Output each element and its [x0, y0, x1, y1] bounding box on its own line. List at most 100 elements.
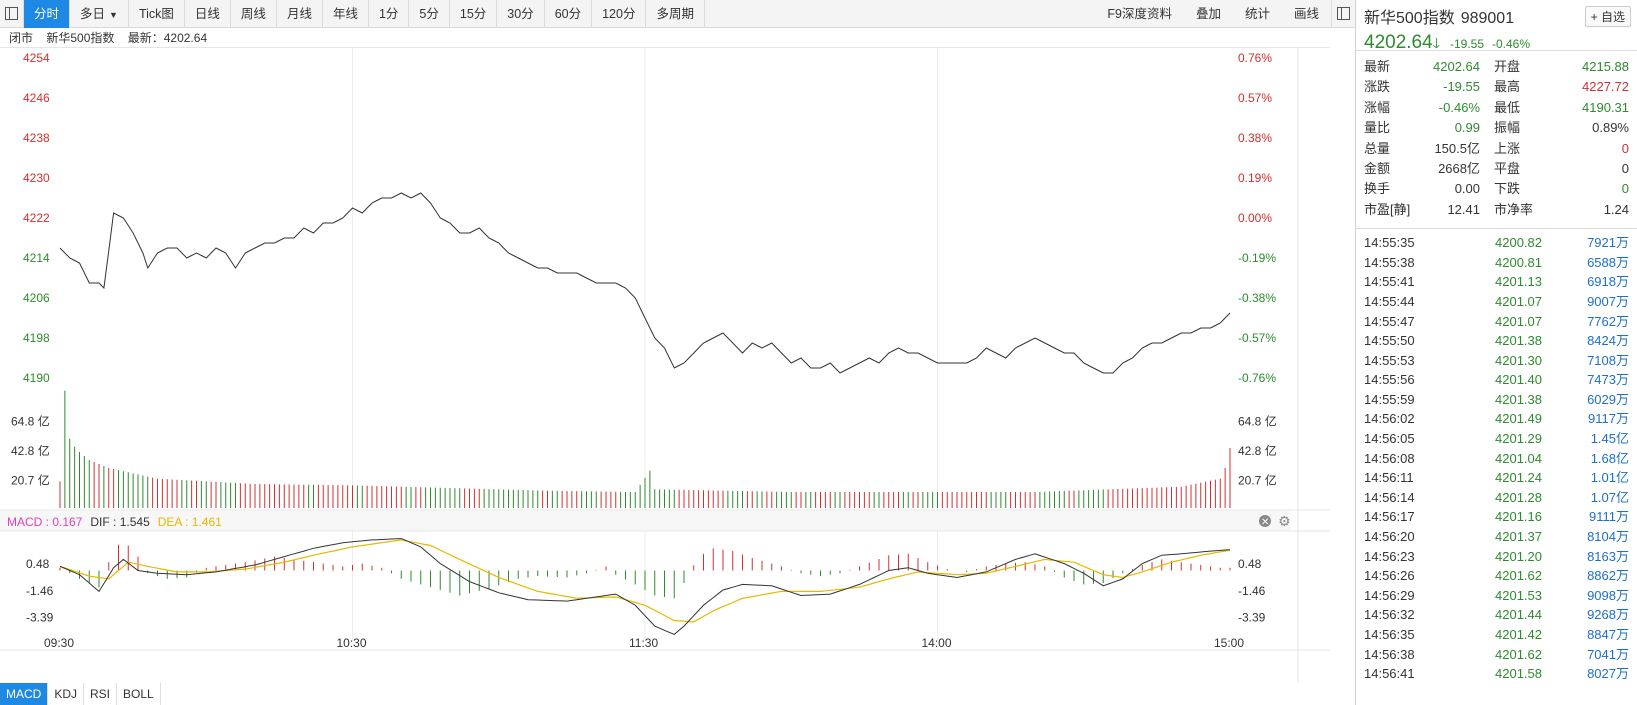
tick-time: 14:56:11	[1364, 470, 1414, 486]
price-tick-label: 4254	[23, 51, 50, 65]
tab-label: 5分	[419, 7, 439, 21]
tick-time: 14:55:47	[1364, 313, 1415, 329]
tick-vol: 8104万	[1587, 529, 1629, 545]
tick-time: 14:56:05	[1364, 431, 1415, 447]
panel-index-name: 新华500指数	[1364, 10, 1455, 27]
tab-label: 月线	[286, 7, 312, 21]
pct-tick-label: 0.19%	[1238, 171, 1272, 185]
tick-vol: 1.01亿	[1590, 470, 1629, 486]
tab-period-6[interactable]: 年线	[323, 0, 369, 28]
quote-label: 金额	[1364, 160, 1391, 176]
quote-label: 上涨	[1494, 140, 1521, 156]
pct-tick-label: -0.57%	[1238, 331, 1276, 345]
indicator-tabs: MACD KDJ RSI BOLL	[0, 683, 161, 705]
dea-line	[59, 539, 1231, 623]
tab-label: 15分	[459, 7, 487, 21]
tick-vol: 7762万	[1587, 313, 1629, 329]
toolbar-right-button-0[interactable]: F9深度资料	[1107, 7, 1172, 21]
quote-label: 振幅	[1494, 120, 1521, 136]
macd-legend-dif: DIF : 1.545	[90, 515, 150, 529]
tab-period-1[interactable]: 多日 ▼	[70, 0, 129, 28]
tick-price: 4201.42	[1495, 627, 1542, 642]
tab-period-9[interactable]: 15分	[450, 0, 498, 28]
tick-vol: 9111万	[1589, 509, 1629, 525]
macd-legend: MACD : 0.167 DIF : 1.545 DEA : 1.461	[7, 515, 222, 529]
pct-tick-label: 0.57%	[1238, 91, 1272, 105]
tick-row: 14:55:59 4201.38 6029万	[1364, 390, 1629, 410]
tab-label: 日线	[194, 7, 220, 21]
tick-price: 4201.28	[1495, 489, 1542, 505]
quote-value: 0	[1621, 140, 1629, 156]
intraday-chart[interactable]: 4254 0.76% 4246 0.57% 4238 0.38% 4230 0.19% 4222…	[0, 48, 1330, 683]
tick-time: 14:56:29	[1364, 587, 1415, 603]
tick-row: 14:56:02 4201.49 9117万	[1364, 409, 1629, 429]
quote-label: 最新	[1364, 59, 1391, 74]
indicator-tab-boll[interactable]: BOLL	[117, 683, 161, 705]
macd-legend-dea: DEA : 1.461	[158, 515, 222, 529]
tick-vol: 9007万	[1587, 293, 1629, 309]
tick-vol: 9268万	[1587, 607, 1629, 623]
quote-label: 市盈[静]	[1364, 201, 1411, 217]
tick-price: 4201.30	[1495, 352, 1542, 368]
sidebar-toggle-icon[interactable]	[0, 0, 24, 27]
indicator-tab-macd[interactable]: MACD	[0, 683, 49, 705]
tab-period-11[interactable]: 60分	[545, 0, 593, 28]
tick-row: 14:55:35 4200.82 7921万	[1364, 233, 1629, 253]
tick-row: 14:56:23 4201.20 8163万	[1364, 547, 1629, 567]
quote-value: 150.5亿	[1434, 140, 1480, 156]
tab-label: 分时	[34, 7, 60, 21]
tick-time: 14:55:44	[1364, 293, 1415, 309]
tick-vol: 8862万	[1587, 568, 1629, 584]
tab-period-0[interactable]: 分时	[24, 0, 71, 28]
tick-row: 14:55:47 4201.07 7762万	[1364, 312, 1629, 332]
tab-period-8[interactable]: 5分	[409, 0, 450, 28]
tab-period-4[interactable]: 周线	[231, 0, 277, 28]
quote-table: 最新 4202.64 开盘 4215.88 涨跌 -19.55 最高 4227.72 涨幅 -0.…	[1356, 50, 1637, 230]
toolbar-right-button-1[interactable]: 叠加	[1195, 7, 1221, 21]
tick-price: 4201.24	[1495, 470, 1542, 486]
quote-value: 12.41	[1447, 201, 1480, 217]
quote-value: 4227.72	[1582, 79, 1629, 95]
time-tick-label: 11:30	[629, 636, 658, 650]
tab-period-7[interactable]: 1分	[369, 0, 410, 28]
quote-header: 新华500指数 989001 + 自选 4202.64 🡓 -19.55 -0.4…	[1356, 0, 1637, 53]
dif-line	[59, 538, 1231, 635]
tab-period-5[interactable]: 月线	[277, 0, 323, 28]
tab-period-2[interactable]: Tick图	[129, 0, 185, 28]
volume-tick-label-right: 20.7 亿	[1238, 472, 1277, 487]
tick-price: 4201.07	[1495, 293, 1542, 309]
tab-label: 年线	[332, 7, 358, 21]
tick-price: 4201.20	[1495, 548, 1542, 564]
tick-row: 14:56:14 4201.28 1.07亿	[1364, 488, 1629, 508]
toolbar-right-button-3[interactable]: 画线	[1293, 7, 1319, 21]
indicator-tab-kdj[interactable]: KDJ	[48, 683, 85, 705]
quote-row: 涨幅 -0.46% 最低 4190.31	[1364, 98, 1629, 118]
tab-period-3[interactable]: 日线	[185, 0, 231, 28]
quote-label: 开盘	[1494, 59, 1521, 74]
tick-row: 14:56:11 4201.24 1.01亿	[1364, 468, 1629, 488]
tab-period-13[interactable]: 多周期	[646, 0, 705, 28]
tick-list[interactable]: 14:55:35 4200.82 7921万 14:55:38 4200.81 6588万…	[1356, 229, 1637, 688]
tick-time: 14:55:53	[1364, 352, 1415, 368]
indicator-tab-rsi[interactable]: RSI	[84, 683, 118, 705]
tab-period-12[interactable]: 120分	[592, 0, 647, 28]
pct-tick-label: 0.76%	[1238, 51, 1272, 65]
add-favorite-button[interactable]: + 自选	[1584, 6, 1631, 27]
quote-label: 量比	[1364, 120, 1391, 136]
quote-value: 0.00	[1454, 181, 1480, 197]
latest-price-label: 最新：4202.64	[127, 31, 208, 45]
tab-period-10[interactable]: 30分	[497, 0, 545, 28]
quote-value: 2668亿	[1438, 160, 1480, 176]
panel-toggle-icon[interactable]	[1331, 0, 1355, 27]
tick-vol: 6918万	[1587, 274, 1629, 290]
tick-price: 4200.81	[1495, 254, 1542, 270]
tick-price: 4201.16	[1495, 509, 1542, 525]
tick-vol: 7921万	[1587, 235, 1629, 251]
toolbar-right-button-2[interactable]: 统计	[1244, 7, 1270, 21]
toolbar-right-group: F9深度资料 叠加 统计 画线	[1095, 0, 1331, 27]
panel-price: 4202.64	[1364, 32, 1433, 53]
quote-value: 4215.88	[1582, 59, 1629, 74]
quote-value: 0	[1621, 160, 1629, 176]
time-tick-label: 15:00	[1214, 636, 1244, 650]
tick-row: 14:56:29 4201.53 9098万	[1364, 586, 1629, 606]
